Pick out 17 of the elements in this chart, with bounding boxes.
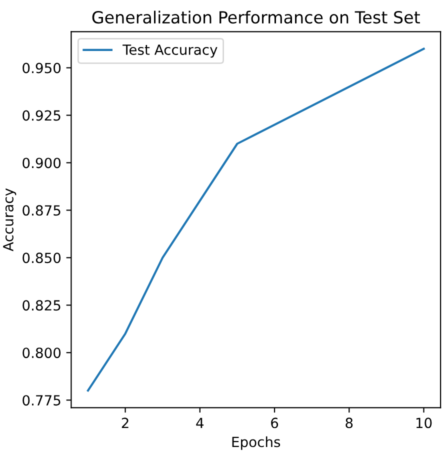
y-axis-title: Accuracy bbox=[3, 188, 16, 252]
y-tick-label: 0.825 bbox=[22, 300, 60, 311]
x-axis-title: Epochs bbox=[232, 436, 280, 450]
x-tick-label: 6 bbox=[271, 418, 278, 428]
y-tick-label: 0.875 bbox=[22, 205, 60, 216]
y-tick-label: 0.850 bbox=[22, 252, 61, 264]
y-tick-label: 0.950 bbox=[22, 62, 61, 74]
y-tick-label: 0.900 bbox=[22, 158, 61, 168]
chart-title: Generalization Performance on Test Set bbox=[92, 10, 420, 24]
y-tick-label: 0.925 bbox=[22, 110, 60, 121]
y-tick-label: 0.800 bbox=[22, 348, 61, 358]
x-tick-label: 4 bbox=[196, 418, 204, 428]
x-tick-label: 8 bbox=[346, 418, 353, 428]
y-tick-label: 0.775 bbox=[22, 395, 60, 406]
legend-label: Test Accuracy bbox=[122, 44, 218, 58]
x-tick-label: 2 bbox=[122, 418, 128, 428]
x-tick-label: 10 bbox=[416, 418, 432, 428]
